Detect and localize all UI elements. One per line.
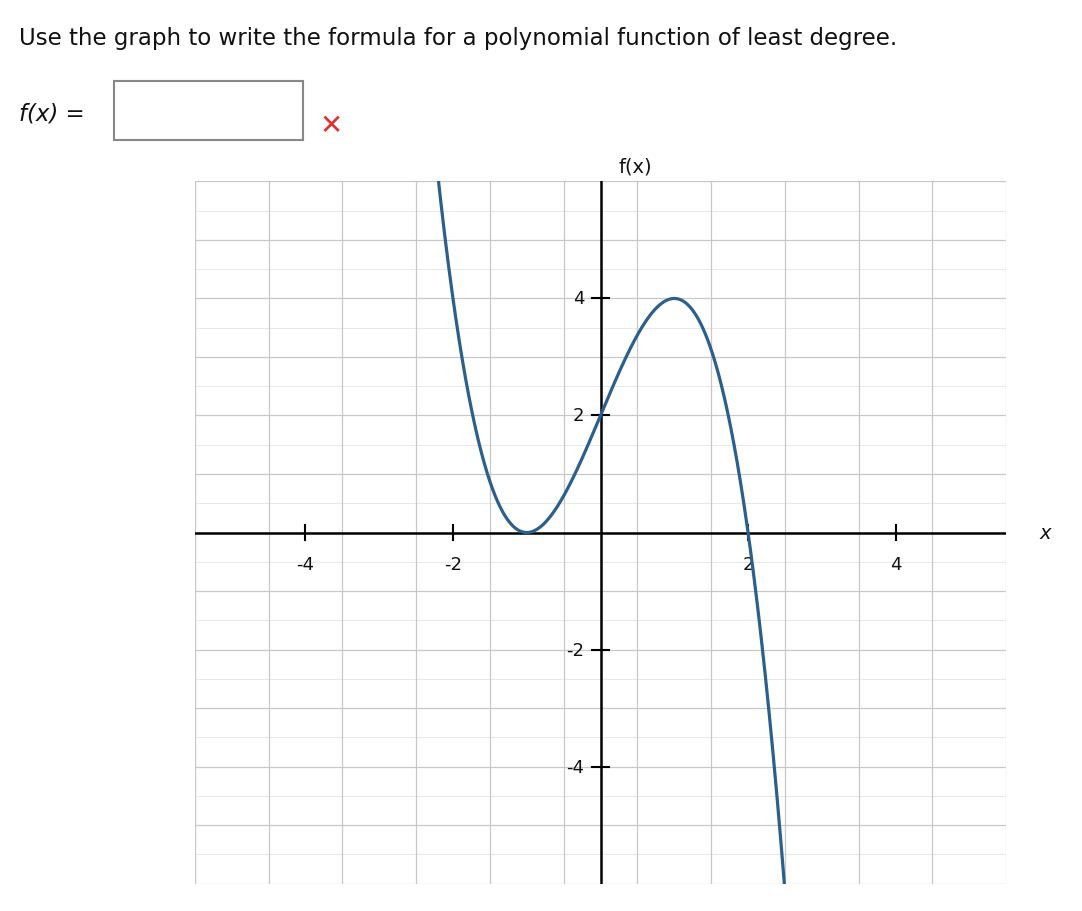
Text: 4: 4: [889, 555, 901, 573]
Text: f(x): f(x): [619, 158, 652, 177]
Text: 4: 4: [572, 290, 584, 308]
Text: -2: -2: [444, 555, 462, 573]
Text: f(x) =: f(x) =: [19, 102, 85, 126]
Text: 2: 2: [742, 555, 754, 573]
Text: ✕: ✕: [319, 112, 342, 139]
Text: -4: -4: [566, 758, 584, 776]
Text: 2: 2: [572, 407, 584, 425]
Text: x: x: [1040, 524, 1051, 542]
Text: Use the graph to write the formula for a polynomial function of least degree.: Use the graph to write the formula for a…: [19, 27, 898, 50]
Text: -2: -2: [566, 640, 584, 659]
Text: -4: -4: [296, 555, 315, 573]
